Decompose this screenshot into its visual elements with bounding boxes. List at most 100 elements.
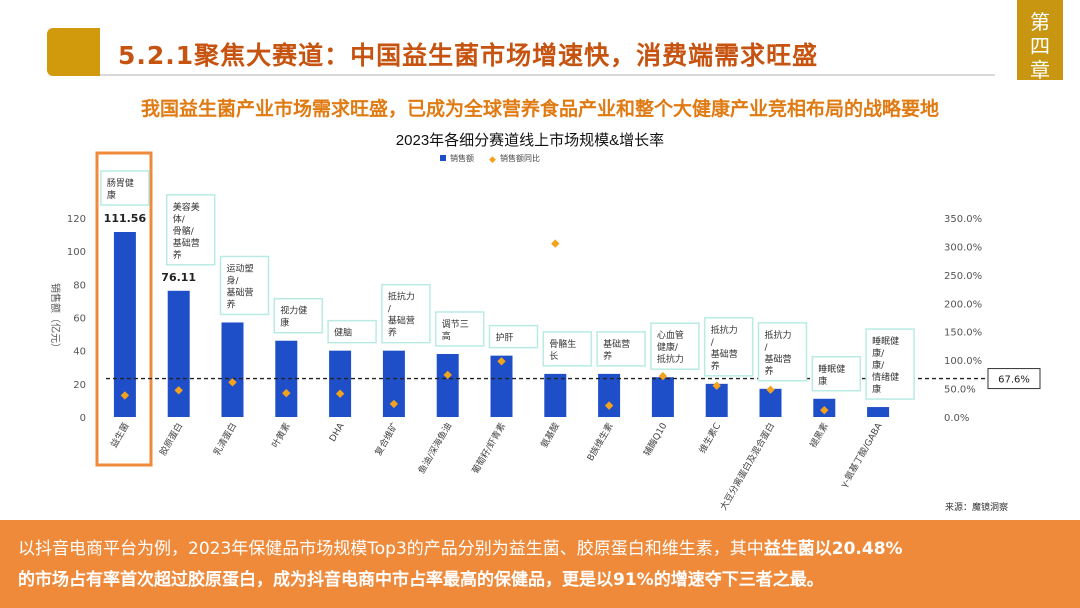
summary-panel: 以抖音电商平台为例，2023年保健品市场规模Top3的产品分别为益生菌、胶原蛋白…	[0, 520, 1080, 608]
page-title: 5.2.1聚焦大赛道：中国益生菌市场增速快，消费端需求旺盛	[118, 41, 819, 70]
bar	[113, 231, 136, 417]
y2-tick-label: 300.0%	[944, 242, 982, 253]
legend-growth-swatch: ◆	[489, 155, 496, 165]
annotation-label: 康/	[872, 347, 885, 359]
annotation-label: 调节三	[442, 319, 469, 330]
annotation-label: 美容美	[173, 201, 200, 213]
x-category-label: 大豆分离蛋白及混合蛋白	[717, 421, 777, 513]
annotation-box	[273, 297, 324, 334]
x-category-label: 褪黑素	[807, 421, 831, 450]
annotation-label: 抵抗力	[711, 324, 738, 336]
growth-point	[282, 388, 291, 398]
annotation-label: 健康/	[657, 341, 679, 353]
summary-line-2-bold: 的市场占有率首次超过胶原蛋白，成为抖音电商中市占率最高的保健品，更是以91%的增…	[18, 570, 824, 590]
annotation-box	[703, 317, 754, 377]
y2-tick-label: 200.0%	[944, 299, 982, 310]
annotation-box	[100, 170, 150, 206]
bar	[275, 340, 298, 417]
annotation-box	[327, 319, 377, 344]
annotation-box	[542, 331, 593, 367]
chapter-tab-label: 第四章	[1030, 10, 1050, 82]
annotation-label: 养	[711, 360, 720, 372]
bar	[221, 322, 244, 417]
growth-point	[389, 399, 399, 409]
x-category-label: 维生素C	[696, 421, 723, 456]
annotation-box	[650, 322, 700, 370]
bar	[651, 377, 674, 417]
annotation-label: 基础营	[765, 353, 792, 365]
x-category-label: 益生菌	[108, 421, 132, 450]
bar	[167, 290, 190, 417]
bar-value-label: 76.11	[161, 271, 196, 284]
growth-point	[174, 386, 183, 395]
annotation-label: 养	[603, 350, 612, 362]
growth-point	[766, 385, 775, 394]
annotation-box	[757, 322, 808, 382]
bar	[705, 383, 728, 417]
annotation-box	[865, 328, 915, 400]
annotation-box	[434, 311, 485, 347]
annotation-label: 基础营	[711, 348, 738, 360]
annotation-label: 骨骼生	[549, 338, 576, 350]
legend-bar-swatch	[440, 155, 446, 161]
annotation-label: /	[388, 305, 392, 315]
annotation-label: 康/	[872, 359, 885, 371]
x-category-label: 叶黄素	[269, 421, 293, 450]
annotation-box	[165, 194, 216, 266]
y2-tick-label: 0.0%	[944, 413, 969, 424]
x-category-label: γ-氨基丁酸/GABA	[838, 420, 885, 490]
annotation-box	[596, 331, 646, 367]
bar	[436, 353, 459, 417]
annotation-label: 高	[442, 330, 451, 342]
x-category-label: 复合维矿	[372, 421, 400, 458]
annotation-label: 睡眠健	[872, 335, 899, 347]
annotation-label: 康	[107, 189, 116, 201]
annotation-label: 运动塑	[227, 263, 254, 274]
bar	[759, 388, 782, 417]
summary-line-1-bold: 益生菌以20.48%	[763, 539, 903, 559]
annotation-label: 抵抗力	[657, 353, 684, 365]
x-category-label: B族维生素	[584, 421, 615, 464]
chapter-tab[interactable]: 第四章	[1017, 0, 1063, 82]
legend-sales-label: 销售额	[450, 153, 474, 163]
y2-tick-label: 350.0%	[944, 214, 982, 225]
y-tick-label: 20	[73, 380, 86, 391]
y2-tick-label: 150.0%	[944, 328, 982, 339]
bar	[382, 350, 405, 417]
y-tick-label: 100	[67, 247, 86, 258]
y-tick-label: 120	[67, 214, 86, 225]
annotation-label: 肠胃健	[107, 177, 134, 189]
annotation-label: 康	[872, 383, 881, 395]
legend-growth-label: 销售额同比	[500, 153, 540, 163]
annotation-label: 身/	[227, 274, 240, 286]
growth-point	[228, 378, 237, 387]
reference-line-label: 67.6%	[998, 375, 1030, 386]
annotation-label: 抵抗力	[388, 291, 415, 303]
growth-point	[658, 371, 668, 381]
reference-line-box	[987, 368, 1041, 390]
annotation-box	[488, 324, 539, 349]
bar-value-label: 111.56	[104, 212, 147, 225]
annotation-label: 养	[173, 249, 182, 261]
y2-tick-label: 100.0%	[944, 356, 982, 367]
annotation-label: 视力健	[280, 305, 307, 317]
annotation-label: 养	[388, 327, 397, 339]
annotation-box	[219, 255, 270, 316]
x-category-label: 葡萄籽/虾青素	[469, 421, 508, 476]
growth-point	[712, 381, 721, 390]
y-tick-label: 0	[80, 413, 86, 424]
subheading: 我国益生菌产业市场需求旺盛，已成为全球营养食品产业和整个大健康产业竞相布局的战略…	[140, 98, 939, 120]
source-note: 来源：魔镜洞察	[945, 503, 1009, 513]
y2-tick-label: 50.0%	[944, 385, 976, 396]
bar	[329, 350, 352, 417]
annotation-label: 情绪健	[872, 371, 899, 383]
y-tick-label: 60	[73, 314, 86, 325]
x-category-label: 胶原蛋白	[157, 421, 185, 458]
bar	[544, 373, 567, 417]
annotation-label: 基础营	[173, 237, 200, 249]
annotation-label: 心血管	[657, 329, 684, 341]
title-badge	[47, 28, 109, 76]
annotation-label: 骨骼/	[173, 225, 195, 237]
annotation-label: 长	[549, 350, 558, 362]
